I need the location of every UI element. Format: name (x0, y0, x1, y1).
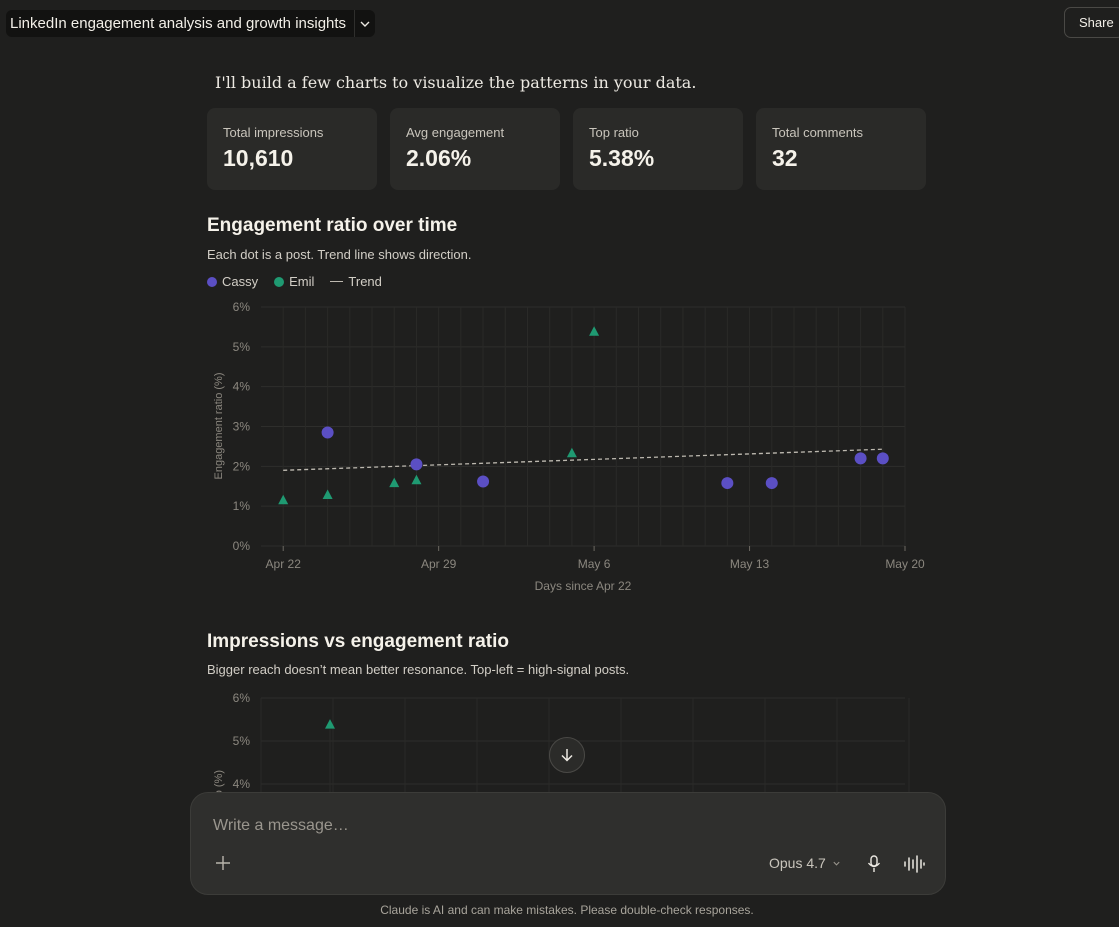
x-tick-label: May 6 (578, 557, 611, 571)
x-tick-label: May 13 (730, 557, 770, 571)
legend-swatch-trend (330, 281, 344, 282)
share-button[interactable]: Share (1064, 7, 1119, 38)
stat-value: 5.38% (589, 145, 655, 171)
data-point-emil[interactable] (322, 489, 333, 500)
data-point-cassy[interactable] (876, 452, 889, 465)
data-point-cassy[interactable] (765, 477, 778, 490)
legend-item-emil: Emil (274, 274, 314, 289)
y-tick-label: 1% (233, 499, 251, 513)
legend-swatch-cassy (207, 276, 217, 287)
chart1-x-axis-label: Days since Apr 22 (535, 579, 632, 593)
legend-label-cassy: Cassy (222, 274, 259, 289)
y-tick-label: 4% (233, 380, 251, 394)
stat-label: Total impressions (223, 125, 324, 140)
waveform-icon (904, 855, 925, 873)
y-tick-label: 2% (233, 459, 251, 473)
stat-card-total-impressions: Total impressions 10,610 (207, 108, 377, 190)
chart1-grid (261, 306, 906, 547)
stat-label: Total comments (772, 125, 864, 140)
chart1-marks (278, 326, 889, 505)
data-point-cassy[interactable] (477, 475, 490, 488)
data-point-cassy[interactable] (854, 452, 867, 465)
chevron-down-icon (833, 861, 840, 866)
microphone-button[interactable] (867, 855, 881, 878)
x-tick-label: Apr 22 (266, 557, 302, 571)
chart2-marks (325, 719, 335, 729)
assistant-intro-text: I'll build a few charts to visualize the… (215, 73, 697, 92)
chart2-y-ticks: 6% 5% 4% (233, 691, 251, 791)
stat-label: Avg engagement (406, 125, 505, 140)
chart1-y-axis-label: Engagement ratio (%) (213, 373, 225, 480)
stat-value: 32 (772, 145, 798, 171)
y-tick-label: 6% (233, 691, 251, 705)
chevron-down-icon[interactable] (354, 10, 375, 37)
data-point-cassy[interactable] (321, 426, 334, 439)
stat-label: Top ratio (589, 125, 639, 140)
voice-mode-button[interactable] (903, 854, 925, 879)
stat-card-top-ratio: Top ratio 5.38% (573, 108, 743, 190)
y-tick-label: 0% (233, 539, 251, 553)
message-input[interactable]: Write a message… (213, 817, 349, 834)
chart1-x-ticks: Apr 22 Apr 29 May 6 May 13 May 20 (266, 546, 925, 571)
data-point-emil[interactable] (566, 447, 577, 458)
engagement-over-time-chart: 0% 1% 2% 3% 4% 5% 6% Apr 22 Apr 29 May 6 May 13 Ma… (213, 300, 925, 593)
data-point-cassy[interactable] (721, 477, 734, 490)
legend-item-trend: Trend (330, 274, 382, 289)
data-point-cassy[interactable] (410, 458, 423, 471)
stat-value: 2.06% (406, 145, 472, 171)
model-selector[interactable]: Opus 4.7 (769, 855, 841, 871)
x-tick-label: May 20 (885, 557, 925, 571)
chart2-grid (260, 697, 910, 792)
disclaimer-text: Claude is AI and can make mistakes. Plea… (380, 903, 754, 917)
chart1-subtitle: Each dot is a post. Trend line shows dir… (207, 247, 472, 262)
add-attachment-button[interactable] (215, 855, 231, 876)
conversation-title-button[interactable]: LinkedIn engagement analysis and growth … (6, 10, 376, 37)
model-name: Opus 4.7 (769, 855, 826, 871)
y-tick-label: 4% (233, 777, 251, 791)
message-composer: Write a message… Opus 4.7 (190, 792, 946, 895)
data-point-emil[interactable] (278, 494, 289, 505)
y-tick-label: 6% (233, 300, 251, 314)
chart1-heading: Engagement ratio over time (207, 215, 458, 236)
data-point-emil[interactable] (411, 474, 422, 485)
data-point-emil[interactable] (325, 719, 335, 729)
legend-swatch-emil (274, 276, 285, 287)
legend-label-trend: Trend (348, 274, 382, 289)
y-tick-label: 5% (233, 340, 251, 354)
legend-item-cassy: Cassy (207, 274, 258, 289)
x-tick-label: Apr 29 (421, 557, 457, 571)
microphone-icon (867, 855, 881, 872)
chart2-heading: Impressions vs engagement ratio (207, 631, 509, 652)
conversation-title: LinkedIn engagement analysis and growth … (10, 15, 347, 32)
data-point-emil[interactable] (589, 326, 600, 336)
trend-line (283, 448, 883, 471)
stat-card-total-comments: Total comments 32 (756, 108, 926, 190)
chart1-legend: Cassy Emil Trend (207, 274, 398, 289)
legend-label-emil: Emil (289, 274, 315, 289)
stat-cards: Total impressions 10,610 Avg engagement … (207, 108, 926, 190)
stat-value: 10,610 (223, 145, 294, 171)
y-tick-label: 3% (233, 420, 251, 434)
plus-icon (216, 856, 230, 870)
chart2-subtitle: Bigger reach doesn’t mean better resonan… (207, 662, 630, 677)
impressions-vs-engagement-chart: 6% 5% 4% Engagement ratio (%) (213, 691, 910, 792)
y-tick-label: 5% (233, 734, 251, 748)
scroll-to-bottom-button[interactable] (549, 737, 585, 773)
chart1-y-ticks: 0% 1% 2% 3% 4% 5% 6% (233, 300, 251, 553)
chart2-y-axis-label: Engagement ratio (%) (213, 770, 225, 792)
arrow-down-icon (561, 749, 573, 762)
stat-card-avg-engagement: Avg engagement 2.06% (390, 108, 560, 190)
data-point-emil[interactable] (389, 477, 400, 488)
